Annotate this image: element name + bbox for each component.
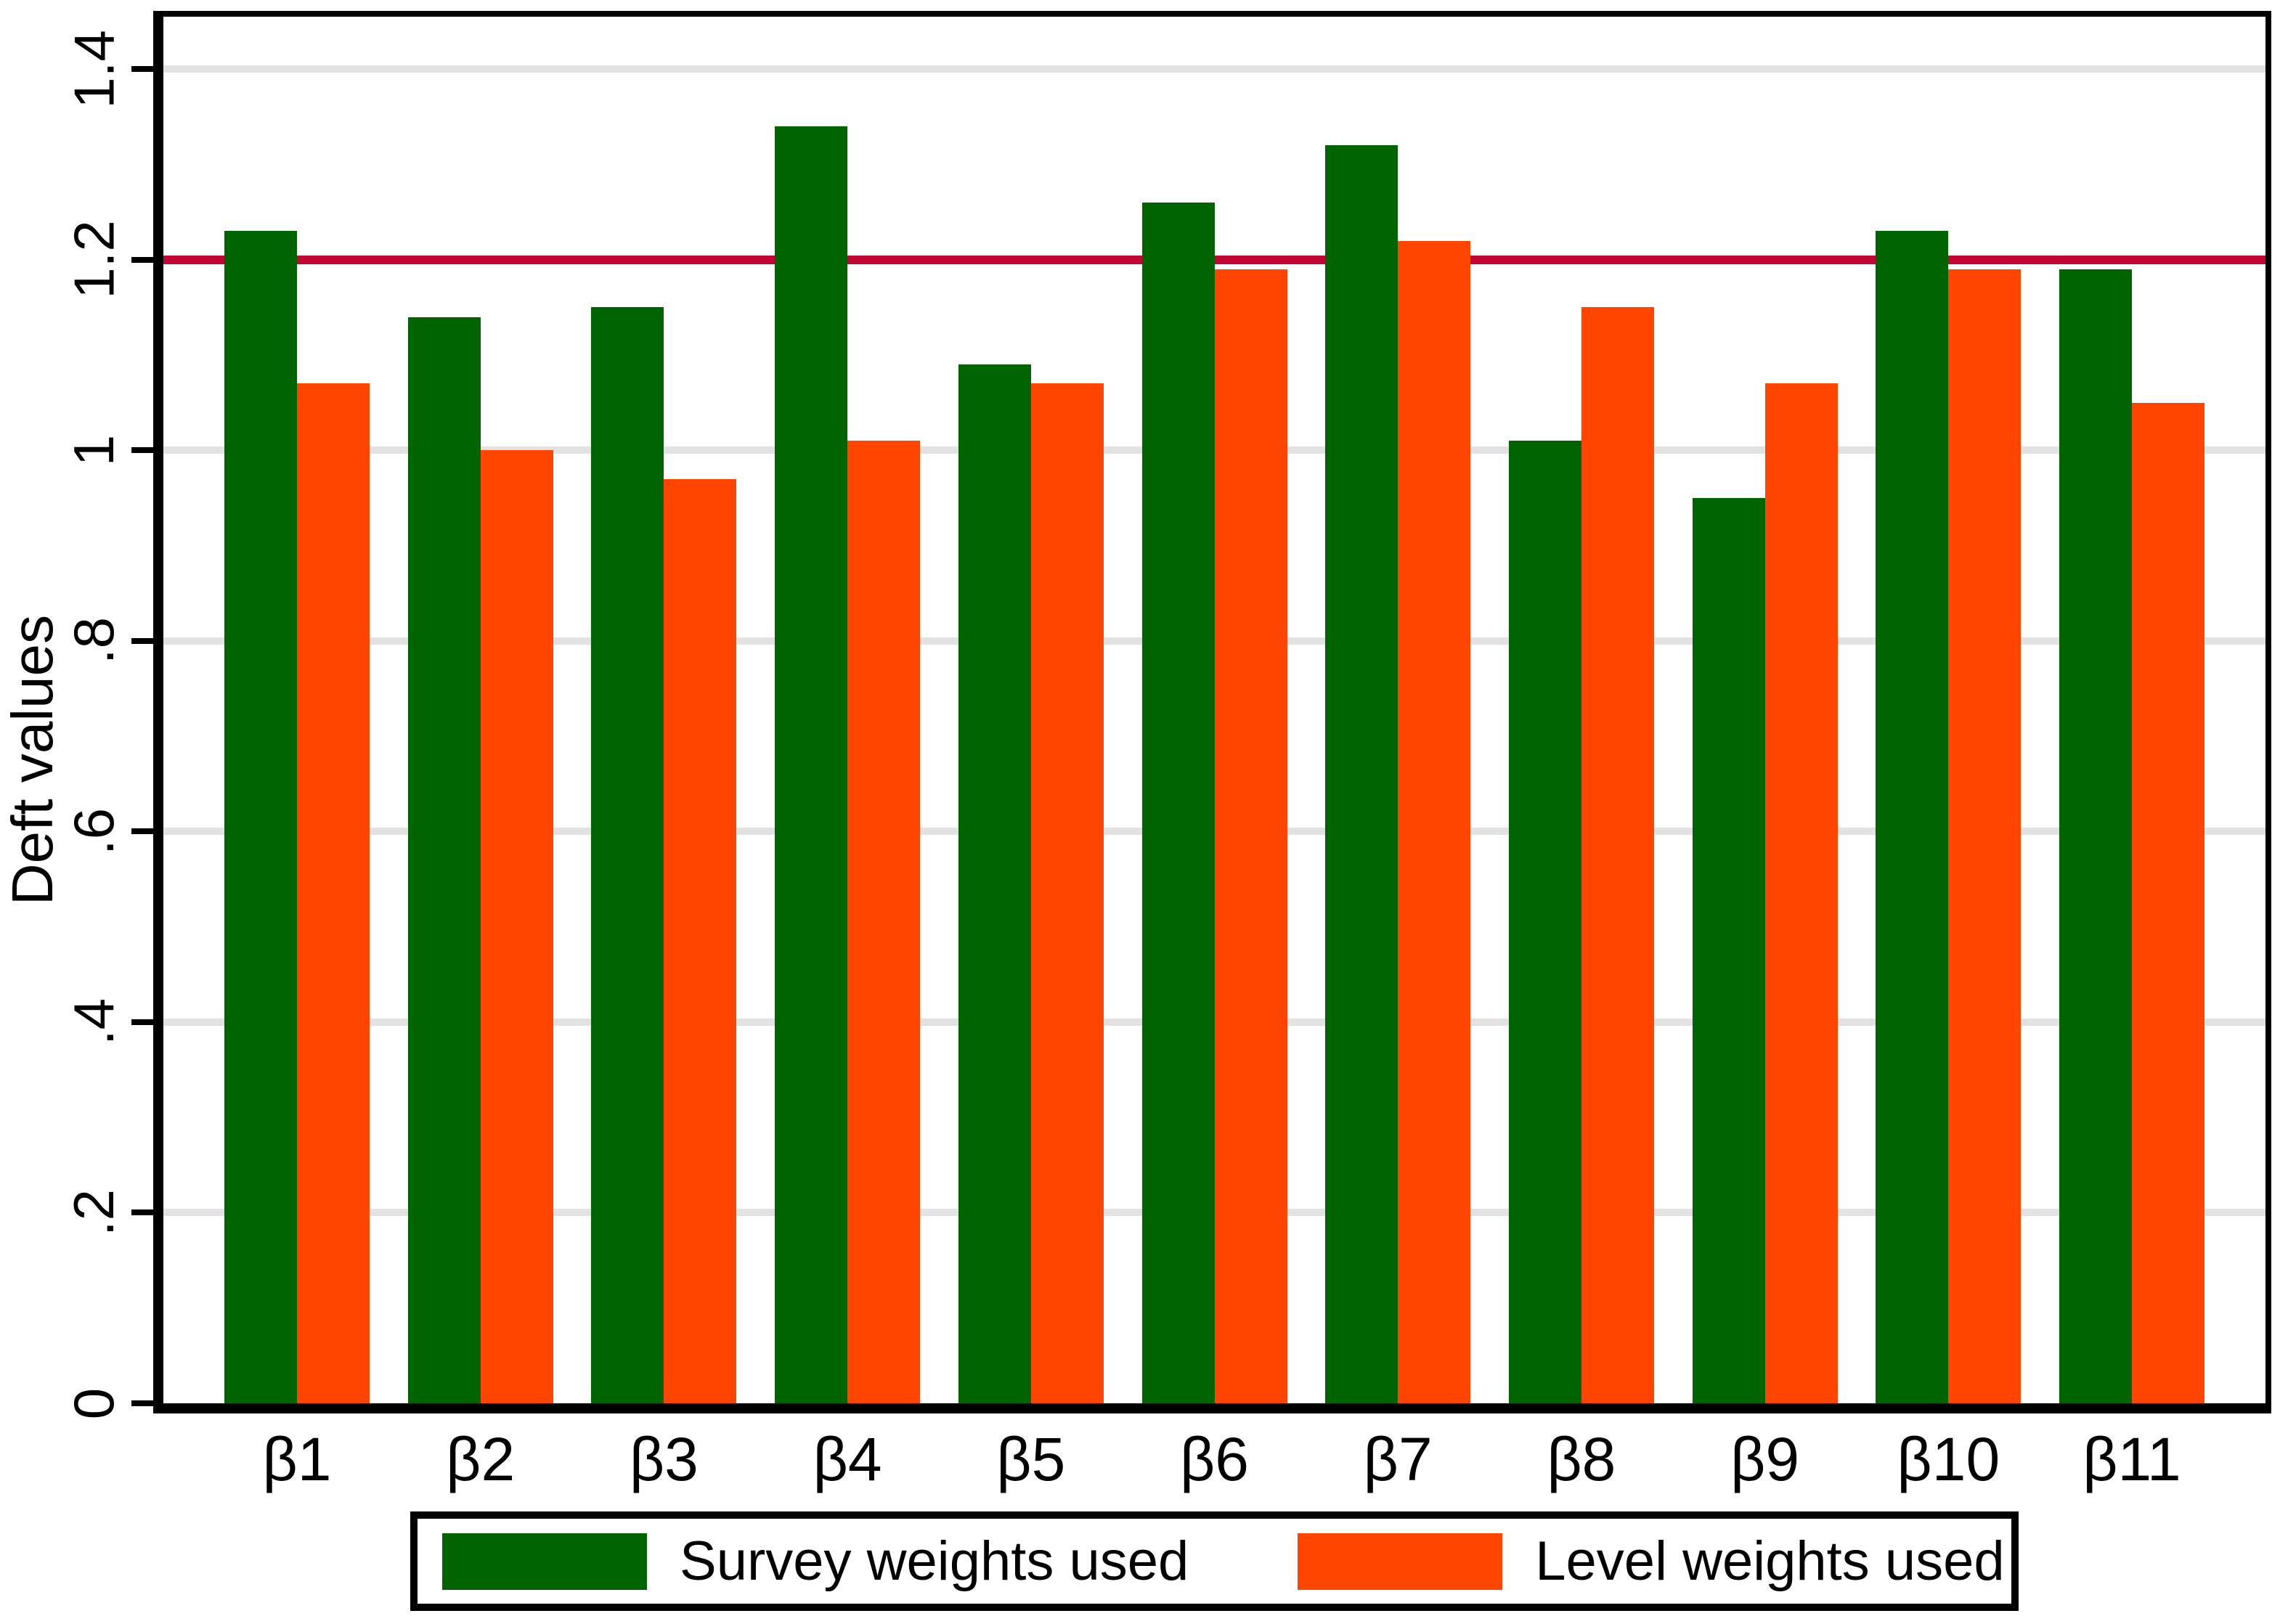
x-category-label-β11: β11 [2082, 1425, 2181, 1493]
bar-level-β11 [2132, 402, 2204, 1403]
y-tick-label-0.4: .4 [51, 935, 138, 1109]
bar-survey-β1 [224, 231, 297, 1403]
x-category-label-β10: β10 [1897, 1425, 2000, 1493]
legend-item-level: Level weights used [1298, 1530, 2005, 1593]
legend-label-level: Level weights used [1535, 1530, 2005, 1592]
legend-swatch-survey [442, 1533, 647, 1590]
x-category-label-β6: β6 [1179, 1425, 1250, 1493]
bar-level-β7 [1398, 240, 1471, 1403]
bar-survey-β7 [1325, 145, 1398, 1403]
y-tick-label-text: .4 [62, 998, 126, 1046]
bar-survey-β3 [591, 307, 664, 1403]
bar-survey-β6 [1141, 202, 1215, 1403]
y-tick-1.2 [131, 256, 153, 263]
y-tick-label-text: .6 [62, 807, 126, 855]
y-tick-label-1.4: 1.4 [51, 0, 138, 156]
legend-swatch-level [1298, 1533, 1503, 1590]
y-tick-0.8 [131, 637, 153, 644]
y-tick-0.6 [131, 828, 153, 835]
bar-level-β4 [847, 441, 921, 1403]
bar-level-β5 [1030, 383, 1104, 1403]
x-category-label-β1: β1 [262, 1425, 332, 1493]
reference-line [163, 255, 2265, 264]
x-category-label-β7: β7 [1363, 1425, 1433, 1493]
y-tick-0.4 [131, 1019, 153, 1025]
y-tick-1.4 [131, 66, 153, 73]
plot-area [153, 11, 2271, 1413]
bar-level-β2 [480, 450, 553, 1403]
legend-label-survey: Survey weights used [680, 1530, 1189, 1592]
bar-survey-β8 [1508, 441, 1581, 1403]
legend: Survey weights used Level weights used [410, 1511, 2019, 1611]
y-tick-label-text: .8 [62, 617, 126, 665]
bar-survey-β9 [1692, 497, 1765, 1403]
y-tick-label-0: 0 [51, 1316, 138, 1490]
y-tick-label-0.6: .6 [51, 744, 138, 918]
y-tick-0 [131, 1400, 153, 1406]
bar-level-β8 [1581, 307, 1654, 1403]
y-tick-label-text: 1.2 [62, 220, 126, 299]
x-category-label-β3: β3 [629, 1425, 699, 1493]
bar-survey-β4 [775, 126, 848, 1403]
x-category-label-β5: β5 [996, 1425, 1066, 1493]
x-category-label-β8: β8 [1547, 1425, 1616, 1493]
legend-item-survey: Survey weights used [442, 1530, 1189, 1593]
y-tick-label-text: 1 [62, 434, 126, 466]
bar-level-β9 [1764, 383, 1838, 1403]
y-tick-label-text: 0 [62, 1387, 126, 1419]
bar-survey-β10 [1876, 231, 1949, 1403]
bar-survey-β2 [407, 317, 481, 1403]
y-tick-0.2 [131, 1209, 153, 1216]
y-tick-label-0.2: .2 [51, 1125, 138, 1299]
y-tick-label-1: 1 [51, 363, 138, 537]
y-tick-label-1.2: 1.2 [51, 173, 138, 347]
x-category-label-β9: β9 [1730, 1425, 1800, 1493]
y-tick-label-text: .2 [62, 1188, 126, 1236]
bar-survey-β5 [958, 364, 1031, 1403]
x-category-label-β2: β2 [446, 1425, 516, 1493]
y-tick-1 [131, 447, 153, 454]
bar-survey-β11 [2059, 269, 2132, 1403]
y-tick-label-text: 1.4 [62, 29, 126, 109]
bar-level-β6 [1214, 269, 1287, 1403]
bar-level-β10 [1948, 269, 2022, 1403]
y-tick-label-0.8: .8 [51, 554, 138, 728]
bar-level-β3 [664, 478, 737, 1403]
plot-inner [163, 17, 2265, 1403]
gridline-1.4 [163, 65, 2265, 73]
bar-level-β1 [297, 383, 370, 1403]
x-category-label-β4: β4 [813, 1425, 882, 1493]
